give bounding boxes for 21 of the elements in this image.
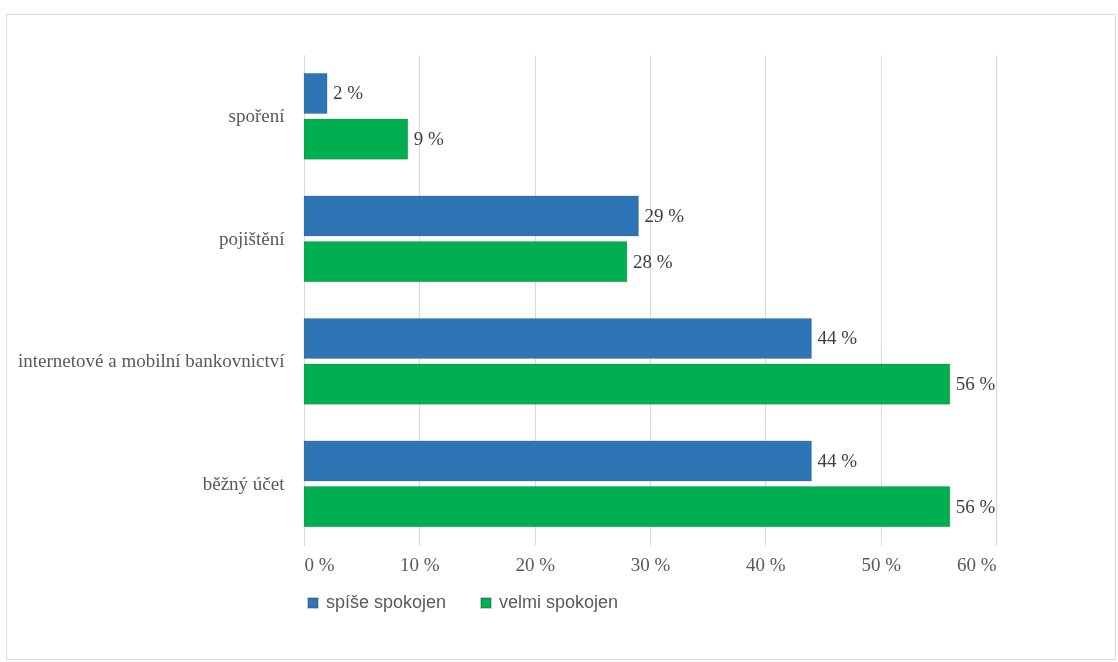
x-tick-label: 50 % <box>861 553 902 575</box>
legend-label: velmi spokojen <box>499 592 619 612</box>
x-tick-label: 30 % <box>630 553 671 575</box>
data-label: 2 % <box>333 82 364 104</box>
data-label: 29 % <box>644 204 685 226</box>
y-tick-label: spoření <box>228 105 286 127</box>
x-tick-label: 20 % <box>515 553 556 575</box>
y-tick-label: internetové a mobilní bankovnictví <box>18 350 286 372</box>
legend-label: spíše spokojen <box>326 592 447 612</box>
data-label: 44 % <box>817 449 858 471</box>
y-tick-label: běžný účet <box>202 472 286 494</box>
y-tick-label: pojištění <box>219 227 286 249</box>
x-tick-label: 60 % <box>956 553 997 575</box>
data-label: 56 % <box>955 495 996 517</box>
x-tick-label: 10 % <box>400 553 440 575</box>
x-tick-label: 40 % <box>746 553 786 575</box>
data-label: 28 % <box>632 250 673 272</box>
data-label: 56 % <box>955 373 996 395</box>
x-tick-label: 0 % <box>304 553 335 575</box>
data-label: 9 % <box>413 128 445 150</box>
data-label: 44 % <box>817 327 858 349</box>
